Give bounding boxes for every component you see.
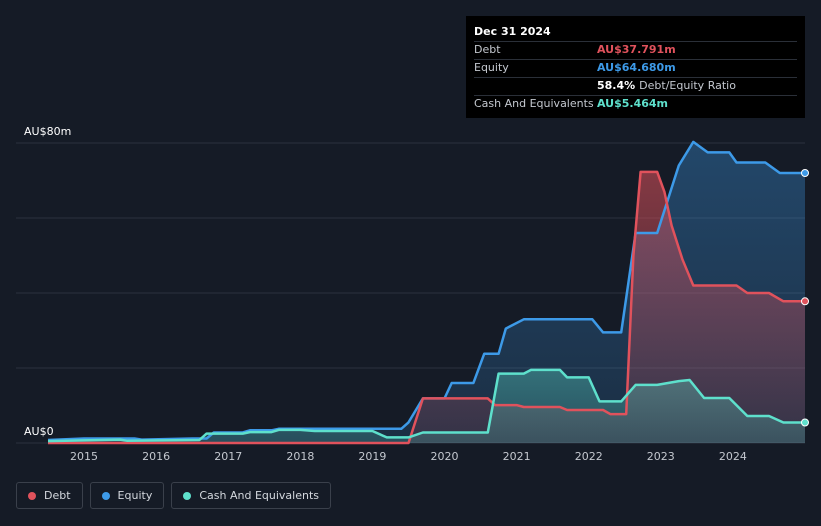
- endpoint-equity[interactable]: [801, 169, 809, 177]
- tooltip-ratio-label: Debt/Equity Ratio: [639, 79, 736, 92]
- legend-dot-equity: [101, 491, 110, 500]
- tooltip-row-equity: Equity AU$64.680m: [474, 59, 797, 77]
- x-tick-label: 2024: [719, 450, 747, 463]
- area-equity: [48, 141, 805, 443]
- legend-label-equity: Equity: [117, 489, 153, 502]
- x-tick-label: 2018: [286, 450, 314, 463]
- x-tick-label: 2015: [70, 450, 98, 463]
- legend-dot-cash: [183, 491, 192, 500]
- legend-item-cash[interactable]: Cash And Equivalents: [171, 482, 331, 509]
- legend-item-equity[interactable]: Equity: [89, 482, 165, 509]
- x-tick-label: 2022: [575, 450, 603, 463]
- y-axis-bottom-label: AU$0: [24, 425, 54, 438]
- legend-label-debt: Debt: [44, 489, 71, 502]
- tooltip-row-cash: Cash And Equivalents AU$5.464m: [474, 95, 797, 113]
- tooltip-debt-value: AU$37.791m: [597, 43, 676, 56]
- series-lines: [47, 140, 805, 445]
- tooltip-row-debt: Debt AU$37.791m: [474, 41, 797, 59]
- legend-dot-debt: [28, 491, 36, 500]
- x-tick-label: 2016: [142, 450, 170, 463]
- y-axis-top-label: AU$80m: [24, 125, 71, 138]
- endpoint-cash[interactable]: [801, 418, 809, 427]
- tooltip-row-ratio: 58.4% Debt/Equity Ratio: [474, 77, 797, 95]
- x-tick-label: 2023: [647, 450, 675, 463]
- line-debt: [48, 170, 805, 445]
- x-axis-ticks: 2015 2016 2017 2018 2019 2020 2021 2022 2023 2024: [70, 450, 747, 463]
- legend-item-debt[interactable]: Debt: [16, 482, 83, 509]
- chart-legend: Debt Equity Cash And Equivalents: [16, 482, 331, 509]
- endpoint-debt[interactable]: [801, 297, 809, 306]
- legend-label-cash: Cash And Equivalents: [199, 489, 319, 502]
- tooltip-equity-value: AU$64.680m: [597, 61, 676, 74]
- tooltip-cash-value: AU$5.464m: [597, 97, 669, 110]
- tooltip-debt-label: Debt: [474, 43, 501, 56]
- series-endpoints: [801, 169, 809, 427]
- x-tick-label: 2021: [503, 450, 531, 463]
- tooltip-ratio-spacer: [474, 78, 597, 95]
- tooltip-cash-label: Cash And Equivalents: [474, 97, 594, 110]
- tooltip-equity-label: Equity: [474, 61, 509, 74]
- tooltip-panel: Dec 31 2024 Debt AU$37.791m Equity AU$64…: [466, 16, 805, 118]
- line-cash: [47, 368, 805, 443]
- tooltip-ratio-value: 58.4%: [597, 79, 636, 92]
- x-tick-label: 2020: [431, 450, 459, 463]
- series-areas: [48, 141, 805, 443]
- x-tick-label: 2017: [214, 450, 242, 463]
- tooltip-date: Dec 31 2024: [474, 25, 551, 38]
- x-tick-label: 2019: [358, 450, 386, 463]
- area-cash: [48, 369, 805, 443]
